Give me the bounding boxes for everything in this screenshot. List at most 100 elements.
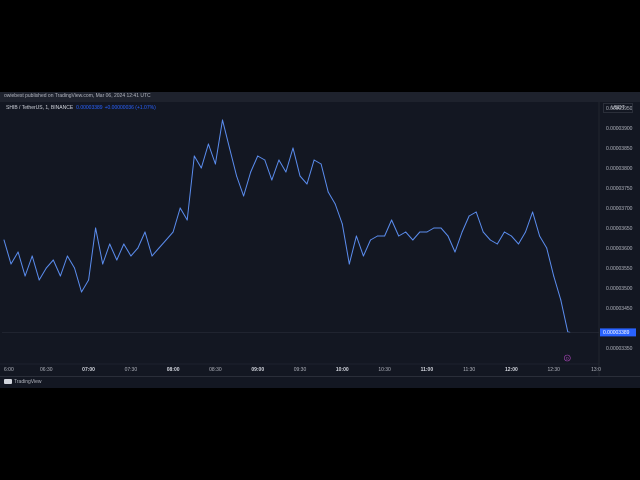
price-point xyxy=(95,227,97,229)
price-point xyxy=(553,275,555,277)
y-tick-label: 0.00003500 xyxy=(606,286,633,292)
price-point xyxy=(525,231,526,233)
price-point xyxy=(503,231,505,233)
price-point xyxy=(412,239,414,241)
price-point xyxy=(440,227,442,229)
x-tick-label: 13:0 xyxy=(591,367,601,373)
price-point xyxy=(348,263,350,265)
footer-bar: TradingView xyxy=(0,376,640,388)
price-point xyxy=(292,147,294,149)
price-point xyxy=(454,251,456,253)
price-point xyxy=(172,231,174,233)
price-point xyxy=(426,231,428,233)
y-tick-label: 0.00003850 xyxy=(606,146,633,152)
price-point xyxy=(81,291,82,293)
y-tick-label: 0.00003950 xyxy=(606,106,633,112)
price-point xyxy=(243,195,245,197)
price-point xyxy=(31,255,33,257)
x-tick-label: 11:30 xyxy=(463,367,475,373)
price-point xyxy=(24,275,26,277)
price-point xyxy=(341,223,343,225)
price-line xyxy=(3,119,570,333)
price-point xyxy=(334,203,336,205)
price-point xyxy=(123,243,125,245)
legend-change: +0.00000036 (+1.07%) xyxy=(104,105,156,111)
price-point xyxy=(518,243,519,245)
price-point xyxy=(377,235,378,237)
y-tick-label: 0.00003900 xyxy=(606,126,633,132)
price-point xyxy=(3,239,5,241)
price-point xyxy=(271,179,273,181)
publisher-text: owiebest published on TradingView.com, M… xyxy=(4,93,151,99)
price-point xyxy=(250,171,252,173)
price-point xyxy=(59,275,61,277)
price-point xyxy=(362,255,364,257)
price-point xyxy=(74,267,75,269)
tradingview-logo: TradingView xyxy=(4,379,42,385)
y-tick-label: 0.00003800 xyxy=(606,166,633,172)
price-point xyxy=(229,147,230,149)
price-point xyxy=(137,247,139,249)
price-point xyxy=(130,255,132,257)
event-marker-label: D xyxy=(566,356,569,361)
price-point xyxy=(52,259,54,261)
plot-area: D xyxy=(2,119,599,362)
y-tick-label: 0.00003650 xyxy=(606,226,633,232)
price-point xyxy=(257,155,259,157)
price-point xyxy=(102,263,104,265)
price-point xyxy=(222,119,223,121)
y-tick-label: 0.00003700 xyxy=(606,206,633,212)
price-point xyxy=(179,207,181,209)
symbol-name: SHIB / TetherUS, 1, BINANCE xyxy=(6,105,74,111)
price-point xyxy=(158,247,160,249)
price-point xyxy=(461,231,463,233)
y-tick-label: 0.00003600 xyxy=(606,246,633,252)
price-point xyxy=(433,227,435,229)
price-point xyxy=(546,247,548,249)
x-tick-label: 07:30 xyxy=(125,367,138,373)
price-point xyxy=(496,243,498,245)
price-point xyxy=(313,159,315,161)
price-point xyxy=(264,159,266,161)
price-point xyxy=(532,211,534,213)
x-tick-label: 12:00 xyxy=(505,367,518,373)
price-point xyxy=(355,235,357,237)
price-point xyxy=(278,159,280,161)
x-tick-label: 07:00 xyxy=(82,367,95,373)
price-point xyxy=(88,279,90,281)
price-point xyxy=(236,175,238,177)
x-tick-label: 6:00 xyxy=(4,367,14,373)
price-point xyxy=(285,171,287,173)
price-point xyxy=(539,235,541,237)
price-point xyxy=(45,267,47,269)
price-point xyxy=(207,143,209,145)
price-point xyxy=(200,167,202,169)
legend-price: 0.00003389 xyxy=(76,105,103,111)
brand-label: TradingView xyxy=(14,379,42,385)
price-point xyxy=(447,235,449,237)
price-point xyxy=(327,191,329,193)
price-point xyxy=(391,219,393,221)
time-axis[interactable]: 6:00 06:30 07:00 07:30 08:00 08:30 09:00 09:30 1… xyxy=(4,367,601,373)
chart-frame: owiebest published on TradingView.com, M… xyxy=(0,92,640,388)
price-point xyxy=(405,231,407,233)
chart-svg[interactable]: D 0.00003950 0.00003900 0.00003850 0.000038… xyxy=(0,92,640,388)
x-tick-label: 12:30 xyxy=(547,367,560,373)
y-tick-label: 0.00003750 xyxy=(606,186,633,192)
price-point xyxy=(299,175,301,177)
price-axis[interactable]: 0.00003950 0.00003900 0.00003850 0.00003800… xyxy=(600,106,636,352)
price-point xyxy=(186,219,188,221)
price-point xyxy=(165,239,167,241)
header-bar: owiebest published on TradingView.com, M… xyxy=(0,92,640,102)
x-tick-label: 06:30 xyxy=(40,367,53,373)
currency-button[interactable]: USDT xyxy=(603,103,633,113)
price-point xyxy=(10,263,12,265)
last-price-tag-label: 0.00003389 xyxy=(603,330,630,336)
price-point xyxy=(38,279,40,281)
last-price-tag xyxy=(600,328,636,337)
price-point xyxy=(151,255,153,257)
symbol-legend[interactable]: SHIB / TetherUS, 1, BINANCE 0.00003389 +0.… xyxy=(6,105,156,111)
price-point xyxy=(193,155,195,157)
event-marker-icon xyxy=(564,354,571,362)
price-point xyxy=(475,211,477,213)
